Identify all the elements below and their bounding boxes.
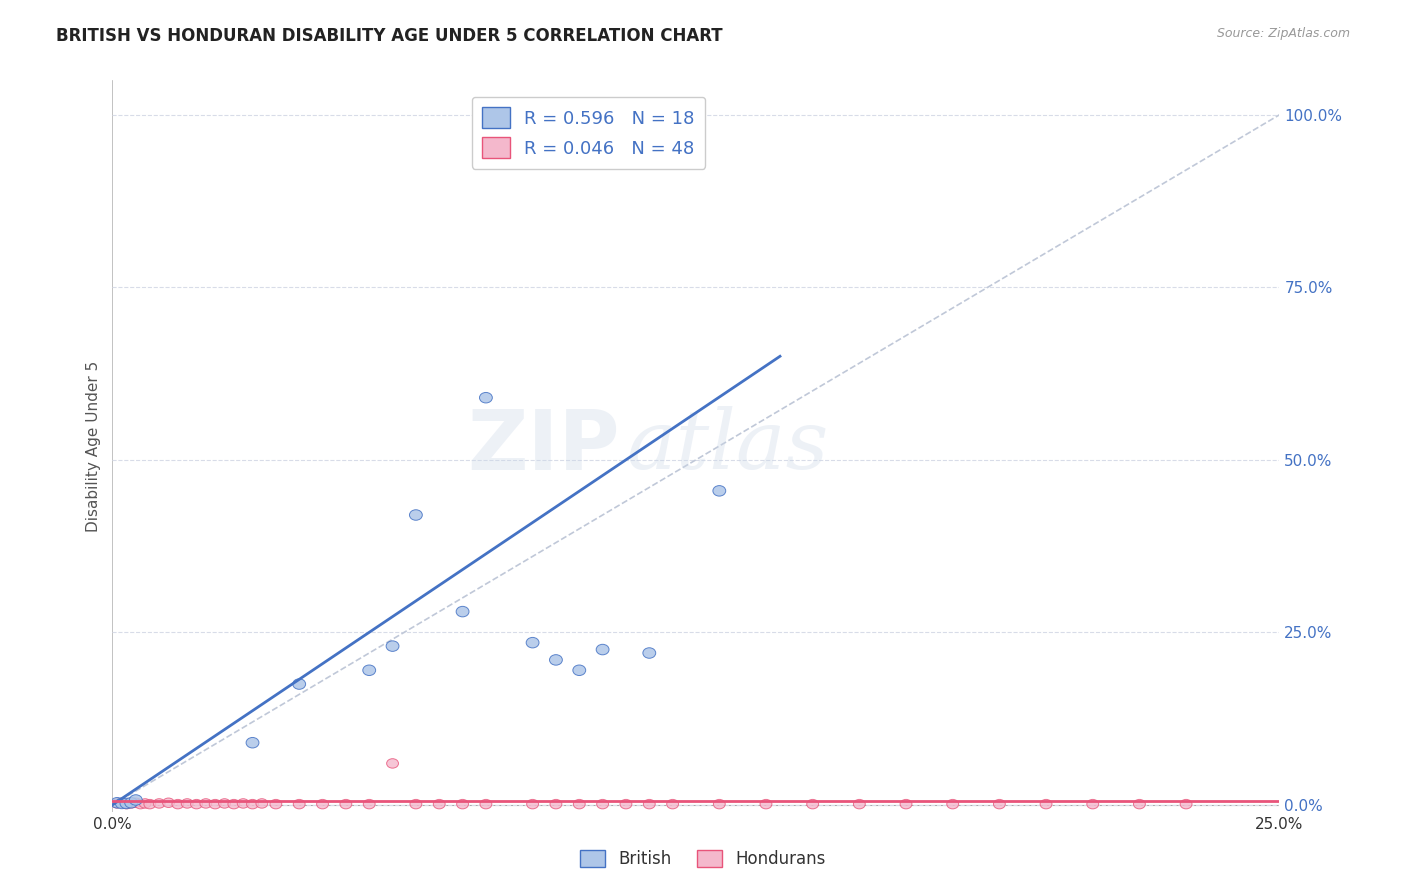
Ellipse shape: [550, 799, 562, 809]
Text: Source: ZipAtlas.com: Source: ZipAtlas.com: [1216, 27, 1350, 40]
Ellipse shape: [209, 799, 221, 809]
Ellipse shape: [363, 799, 375, 809]
Ellipse shape: [228, 799, 240, 809]
Ellipse shape: [294, 799, 305, 809]
Text: ZIP: ZIP: [468, 406, 620, 486]
Ellipse shape: [761, 799, 772, 809]
Ellipse shape: [853, 799, 865, 809]
Ellipse shape: [1133, 799, 1146, 809]
Ellipse shape: [900, 799, 912, 809]
Ellipse shape: [340, 799, 352, 809]
Ellipse shape: [409, 509, 422, 520]
Ellipse shape: [120, 798, 134, 809]
Text: atlas: atlas: [626, 406, 828, 486]
Ellipse shape: [238, 798, 249, 808]
Text: BRITISH VS HONDURAN DISABILITY AGE UNDER 5 CORRELATION CHART: BRITISH VS HONDURAN DISABILITY AGE UNDER…: [56, 27, 723, 45]
Ellipse shape: [666, 799, 679, 809]
Ellipse shape: [433, 799, 446, 809]
Ellipse shape: [387, 640, 399, 651]
Ellipse shape: [143, 799, 156, 809]
Legend: British, Hondurans: British, Hondurans: [574, 843, 832, 875]
Ellipse shape: [363, 665, 375, 675]
Ellipse shape: [713, 799, 725, 809]
Ellipse shape: [115, 798, 128, 807]
Ellipse shape: [574, 799, 585, 809]
Ellipse shape: [713, 485, 725, 496]
Ellipse shape: [153, 798, 165, 808]
Ellipse shape: [270, 799, 281, 809]
Ellipse shape: [526, 638, 538, 648]
Ellipse shape: [411, 799, 422, 809]
Ellipse shape: [479, 392, 492, 403]
Ellipse shape: [457, 799, 468, 809]
Ellipse shape: [256, 798, 267, 808]
Ellipse shape: [387, 759, 398, 768]
Ellipse shape: [316, 799, 329, 809]
Ellipse shape: [115, 798, 128, 809]
Legend: R = 0.596   N = 18, R = 0.046   N = 48: R = 0.596 N = 18, R = 0.046 N = 48: [471, 96, 706, 169]
Ellipse shape: [1087, 799, 1098, 809]
Ellipse shape: [550, 655, 562, 665]
Ellipse shape: [172, 799, 184, 809]
Ellipse shape: [246, 738, 259, 748]
Ellipse shape: [129, 798, 142, 807]
Ellipse shape: [596, 799, 609, 809]
Y-axis label: Disability Age Under 5: Disability Age Under 5: [86, 360, 101, 532]
Ellipse shape: [643, 648, 655, 658]
Ellipse shape: [527, 799, 538, 809]
Ellipse shape: [125, 797, 138, 808]
Ellipse shape: [139, 798, 150, 808]
Ellipse shape: [994, 799, 1005, 809]
Ellipse shape: [946, 799, 959, 809]
Ellipse shape: [620, 799, 631, 809]
Ellipse shape: [644, 799, 655, 809]
Ellipse shape: [246, 799, 259, 809]
Ellipse shape: [111, 798, 124, 808]
Ellipse shape: [163, 798, 174, 807]
Ellipse shape: [292, 679, 305, 690]
Ellipse shape: [191, 799, 202, 809]
Ellipse shape: [1180, 799, 1192, 809]
Ellipse shape: [479, 799, 492, 809]
Ellipse shape: [456, 607, 470, 617]
Ellipse shape: [181, 798, 193, 808]
Ellipse shape: [1040, 799, 1052, 809]
Ellipse shape: [218, 798, 231, 808]
Ellipse shape: [596, 644, 609, 655]
Ellipse shape: [111, 797, 124, 808]
Ellipse shape: [125, 798, 136, 808]
Ellipse shape: [807, 799, 818, 809]
Ellipse shape: [200, 798, 212, 808]
Ellipse shape: [135, 799, 146, 809]
Ellipse shape: [572, 665, 586, 675]
Ellipse shape: [129, 795, 142, 805]
Ellipse shape: [121, 799, 132, 809]
